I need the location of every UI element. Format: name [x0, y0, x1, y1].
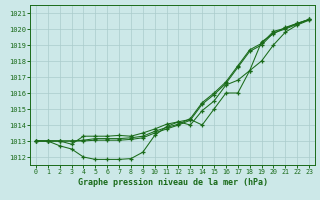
X-axis label: Graphe pression niveau de la mer (hPa): Graphe pression niveau de la mer (hPa) — [77, 178, 268, 187]
